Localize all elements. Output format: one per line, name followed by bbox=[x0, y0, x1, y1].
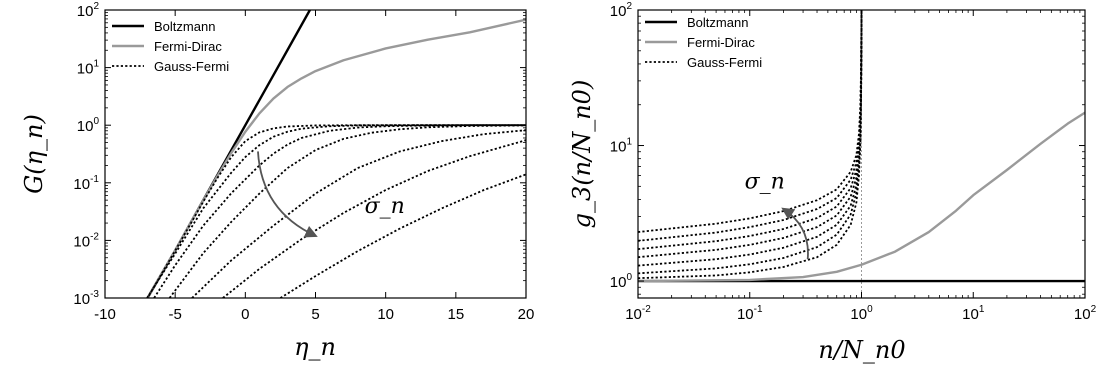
left-series-gauss-fermi-3 bbox=[146, 124, 526, 298]
right-x-ticks: 10-2 10-1 100 101 102 bbox=[625, 10, 1097, 323]
left-annotation: σ_n bbox=[257, 151, 405, 238]
right-y-tick-label: 102 bbox=[610, 1, 633, 20]
left-series-gauss-fermi-8 bbox=[279, 173, 526, 298]
left-series-gauss-fermi-5 bbox=[168, 124, 526, 298]
left-x-tick-label: 20 bbox=[518, 306, 535, 323]
left-x-tick-label: 5 bbox=[311, 306, 319, 323]
left-series-gauss-fermi-6 bbox=[191, 129, 526, 298]
right-series-gauss-fermi-6 bbox=[638, 10, 863, 251]
right-x-tick-label: 102 bbox=[1074, 304, 1097, 323]
left-y-tick-label: 101 bbox=[77, 59, 100, 78]
left-series-gauss-fermi-4 bbox=[153, 124, 526, 298]
right-legend-label-gauss-fermi: Gauss-Fermi bbox=[687, 55, 762, 70]
right-series-fermi-dirac-1 bbox=[638, 111, 1085, 283]
right-legend: Boltzmann Fermi-Dirac Gauss-Fermi bbox=[645, 15, 762, 70]
right-x-axis-label: n/N_n0 bbox=[818, 336, 905, 364]
left-y-axis-label: G(η_n) bbox=[20, 114, 48, 194]
right-x-tick-label: 10-1 bbox=[737, 304, 763, 323]
right-x-tick-label: 10-2 bbox=[625, 304, 651, 323]
right-sigma-label: σ_n bbox=[745, 170, 785, 195]
left-x-tick-label: -10 bbox=[94, 306, 116, 323]
left-y-tick-label: 10-2 bbox=[73, 231, 99, 250]
right-x-tick-label: 101 bbox=[962, 304, 985, 323]
left-y-ticks: 10-3 10-2 10-1 100 101 102 bbox=[73, 1, 526, 308]
right-legend-label-boltzmann: Boltzmann bbox=[687, 15, 748, 30]
right-sigma-arrow bbox=[781, 207, 809, 260]
left-sigma-arrow bbox=[257, 151, 318, 238]
right-x-tick-label: 100 bbox=[850, 304, 873, 323]
left-legend: Boltzmann Fermi-Dirac Gauss-Fermi bbox=[112, 19, 229, 74]
left-y-tick-label: 102 bbox=[77, 1, 100, 20]
right-series-gauss-fermi-2 bbox=[638, 10, 863, 280]
right-y-tick-label: 101 bbox=[610, 137, 633, 156]
right-y-tick-label: 100 bbox=[610, 272, 633, 291]
right-series-gauss-fermi-8 bbox=[638, 10, 863, 233]
right-curves bbox=[638, 10, 1085, 298]
left-legend-label-gauss-fermi: Gauss-Fermi bbox=[154, 59, 229, 74]
right-y-axis-label: g_3(n/N_n0) bbox=[568, 80, 596, 229]
left-series-gauss-fermi-7 bbox=[222, 139, 526, 298]
left-curves bbox=[146, 10, 526, 298]
right-series-gauss-fermi-3 bbox=[638, 10, 863, 275]
right-series-gauss-fermi-5 bbox=[638, 10, 863, 259]
left-x-axis-label: η_n bbox=[294, 333, 336, 361]
left-y-tick-label: 10-3 bbox=[73, 289, 99, 308]
left-y-tick-label: 10-1 bbox=[73, 174, 99, 193]
left-x-tick-label: 10 bbox=[377, 306, 394, 323]
right-annotation: σ_n bbox=[745, 170, 809, 260]
left-x-tick-label: 0 bbox=[241, 306, 249, 323]
left-y-tick-label: 100 bbox=[77, 116, 100, 135]
left-x-tick-label: -5 bbox=[168, 306, 181, 323]
left-sigma-label: σ_n bbox=[365, 194, 405, 219]
left-legend-label-fermi-dirac: Fermi-Dirac bbox=[154, 39, 222, 54]
left-x-tick-label: 15 bbox=[447, 306, 464, 323]
left-x-ticks: -10 -5 0 5 10 15 20 bbox=[94, 10, 534, 323]
left-series-gauss-fermi-2 bbox=[146, 124, 526, 298]
right-y-ticks: 100 101 102 bbox=[610, 1, 1085, 295]
right-panel: 10-2 10-1 100 101 102 100 101 102 σ_n Boltzman… bbox=[568, 1, 1097, 364]
left-legend-label-boltzmann: Boltzmann bbox=[154, 19, 215, 34]
right-legend-label-fermi-dirac: Fermi-Dirac bbox=[687, 35, 755, 50]
